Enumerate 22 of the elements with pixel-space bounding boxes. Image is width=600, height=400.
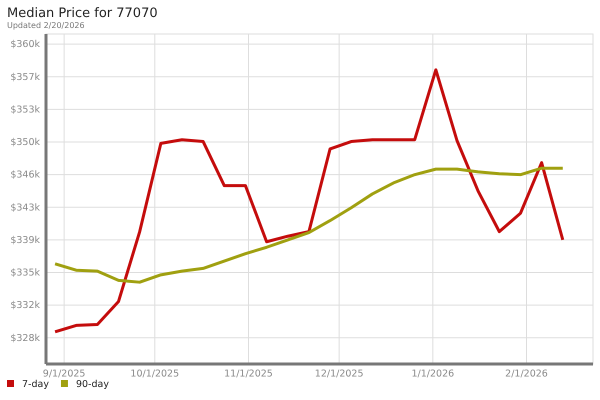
x-tick-label: 9/1/2025 bbox=[42, 368, 86, 380]
x-tick-label: 2/1/2026 bbox=[505, 368, 548, 380]
y-tick-label: $346k bbox=[10, 170, 40, 181]
x-tick-label: 10/1/2025 bbox=[130, 368, 180, 380]
x-tick-label: 1/1/2026 bbox=[411, 368, 454, 380]
line-series bbox=[54, 166, 564, 284]
x-tick-label: 12/1/2025 bbox=[314, 368, 364, 380]
chart-subtitle: Updated 2/20/2026 bbox=[7, 21, 85, 30]
line-series bbox=[54, 68, 564, 334]
y-tick-label: $353k bbox=[10, 104, 40, 116]
x-tick-label: 11/1/2025 bbox=[224, 368, 273, 380]
y-tick-label: $335k bbox=[10, 268, 40, 279]
y-tick-label: $357k bbox=[10, 72, 40, 83]
y-tick-label: $350k bbox=[10, 137, 40, 148]
chart-title: Median Price for 77070 bbox=[7, 6, 158, 21]
y-tick-label: $332k bbox=[10, 300, 40, 312]
y-tick-label: $343k bbox=[10, 202, 40, 214]
y-tick-label: $328k bbox=[10, 332, 40, 344]
y-tick-label: $360k bbox=[10, 39, 40, 50]
legend-label: 7-day bbox=[22, 379, 50, 390]
y-tick-label: $339k bbox=[10, 234, 40, 246]
legend-label: 90-day bbox=[76, 379, 110, 390]
